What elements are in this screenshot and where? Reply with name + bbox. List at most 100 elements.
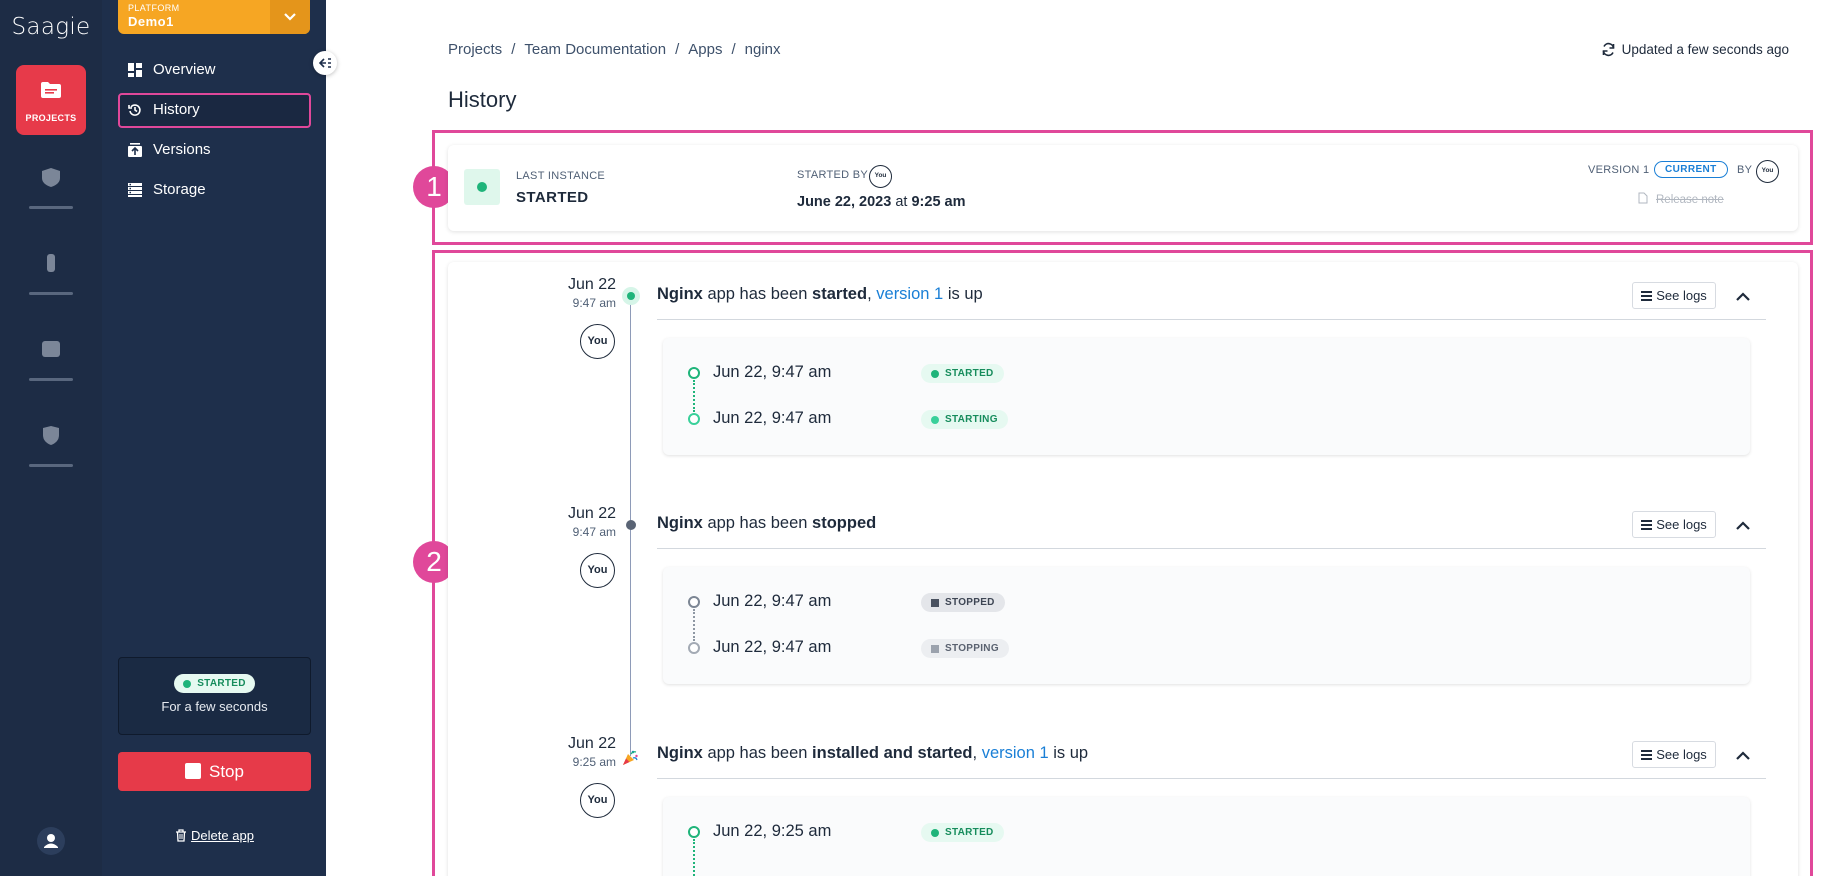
- user-icon: [44, 834, 58, 848]
- started-at-word: at: [895, 194, 908, 210]
- app-sidebar: PLATFORM Demo1 Overview History Versions: [102, 0, 326, 876]
- stop-button-label: Stop: [209, 761, 244, 781]
- event-app-name: Nginx: [657, 744, 703, 762]
- breadcrumb-separator: /: [731, 41, 736, 58]
- nav-item-storage[interactable]: Storage: [118, 173, 311, 208]
- version-link[interactable]: version 1: [876, 285, 944, 303]
- see-logs-label: See logs: [1656, 747, 1707, 762]
- step-status-badge: STARTING: [921, 410, 1008, 429]
- step-ring-icon: [688, 367, 700, 379]
- step-status-badge: STARTED: [921, 823, 1004, 842]
- step-date: Jun 22, 9:47 am: [713, 638, 832, 656]
- event-text: app has been: [707, 285, 808, 303]
- rail-item-apps[interactable]: [16, 332, 86, 392]
- dashboard-icon: [128, 63, 142, 77]
- stop-square-icon: [931, 644, 939, 653]
- rail-item-jobs[interactable]: [16, 246, 86, 306]
- instance-status-indicator: [464, 169, 500, 205]
- step-status-label: STOPPED: [945, 597, 995, 608]
- nav-item-versions[interactable]: Versions: [118, 133, 311, 168]
- step-status-badge: STOPPED: [921, 593, 1005, 612]
- breadcrumb-item-project[interactable]: Team Documentation: [524, 41, 667, 58]
- platform-name: Demo1: [128, 14, 174, 29]
- step-status-label: STARTING: [945, 414, 998, 425]
- stop-button[interactable]: Stop: [118, 752, 311, 791]
- step-ring-icon: [688, 642, 700, 654]
- started-at: June 22, 2023 at 9:25 am: [797, 194, 966, 210]
- chevron-up-icon[interactable]: [1733, 287, 1753, 307]
- step-status-label: STARTED: [945, 827, 994, 838]
- event-divider: [657, 319, 1766, 320]
- refresh-status[interactable]: Updated a few seconds ago: [1601, 42, 1789, 57]
- see-logs-label: See logs: [1656, 288, 1707, 303]
- event-action: stopped: [812, 514, 877, 532]
- chevron-up-icon[interactable]: [1733, 516, 1753, 536]
- event-action: started: [812, 285, 868, 303]
- nav-item-history[interactable]: History: [118, 93, 311, 128]
- started-date: June 22, 2023: [797, 194, 892, 210]
- event-divider: [657, 548, 1766, 549]
- chevron-up-icon[interactable]: [1733, 746, 1753, 766]
- storage-icon: [128, 183, 142, 197]
- step-date: Jun 22, 9:25 am: [713, 822, 832, 840]
- event-date-day: Jun 22: [567, 276, 616, 293]
- event-steps-card: [663, 338, 1750, 455]
- nav-item-label: Overview: [153, 61, 216, 78]
- party-popper-icon: [623, 750, 638, 765]
- updated-label: Updated a few seconds ago: [1621, 42, 1789, 57]
- step-date: Jun 22, 9:47 am: [713, 592, 832, 610]
- breadcrumb-item-apps[interactable]: Apps: [688, 41, 723, 58]
- rail-item-pipelines[interactable]: [16, 160, 86, 220]
- see-logs-button[interactable]: See logs: [1632, 741, 1716, 768]
- status-badge-label: STARTED: [197, 678, 246, 689]
- list-icon: [1641, 291, 1653, 301]
- platform-selector[interactable]: PLATFORM Demo1: [118, 0, 310, 34]
- nav-item-label: Versions: [153, 141, 211, 158]
- by-caption: BY: [1737, 164, 1753, 176]
- status-dot-icon: [931, 415, 939, 424]
- event-text-tail: is up: [947, 285, 983, 303]
- collapse-icon: [318, 58, 331, 68]
- event-date: Jun 22 9:47 am: [536, 276, 616, 310]
- event-date-time: 9:25 am: [572, 755, 616, 769]
- step-ring-icon: [688, 596, 700, 608]
- step-date: Jun 22, 9:47 am: [713, 363, 832, 381]
- versions-icon: [128, 143, 142, 157]
- breadcrumb-item-projects[interactable]: Projects: [448, 41, 503, 58]
- stop-square-icon: [931, 598, 939, 607]
- user-avatar-button[interactable]: [37, 827, 65, 855]
- event-date-day: Jun 22: [567, 735, 616, 752]
- last-instance-status: STARTED: [516, 189, 589, 206]
- collapse-sidebar-button[interactable]: [313, 51, 337, 75]
- see-logs-label: See logs: [1656, 517, 1707, 532]
- step-status-label: STARTED: [945, 368, 994, 379]
- nav-item-overview[interactable]: Overview: [118, 53, 311, 88]
- platform-dropdown[interactable]: [270, 0, 310, 34]
- breadcrumb-separator: /: [511, 41, 516, 58]
- event-date-day: Jun 22: [567, 505, 616, 522]
- list-icon: [1641, 750, 1653, 760]
- chevron-down-icon: [284, 13, 296, 21]
- version-link[interactable]: version 1: [981, 744, 1049, 762]
- event-app-name: Nginx: [657, 285, 703, 303]
- step-status-badge: STARTED: [921, 364, 1004, 383]
- rail-item-security[interactable]: [16, 418, 86, 478]
- event-title: Nginx app has been started, version 1 is…: [657, 285, 983, 304]
- timeline-node-stopped: [626, 520, 636, 530]
- saagie-logo[interactable]: Saagie: [11, 14, 91, 40]
- release-note-link[interactable]: Release note: [1638, 192, 1724, 206]
- rail-projects-button[interactable]: PROJECTS: [16, 65, 86, 135]
- event-comma: ,: [972, 744, 978, 762]
- delete-app-link[interactable]: Delete app: [118, 828, 311, 843]
- app-rail: Saagie PROJECTS: [0, 0, 102, 876]
- timeline-node-started: [622, 287, 640, 305]
- event-comma: ,: [867, 285, 872, 303]
- event-date-time: 9:47 am: [572, 296, 616, 310]
- status-badge: STARTED: [174, 674, 255, 693]
- event-date-time: 9:47 am: [572, 525, 616, 539]
- event-text: app has been: [707, 514, 808, 532]
- see-logs-button[interactable]: See logs: [1632, 282, 1716, 309]
- page-title: History: [448, 87, 517, 112]
- last-instance-caption: LAST INSTANCE: [516, 170, 606, 182]
- see-logs-button[interactable]: See logs: [1632, 511, 1716, 538]
